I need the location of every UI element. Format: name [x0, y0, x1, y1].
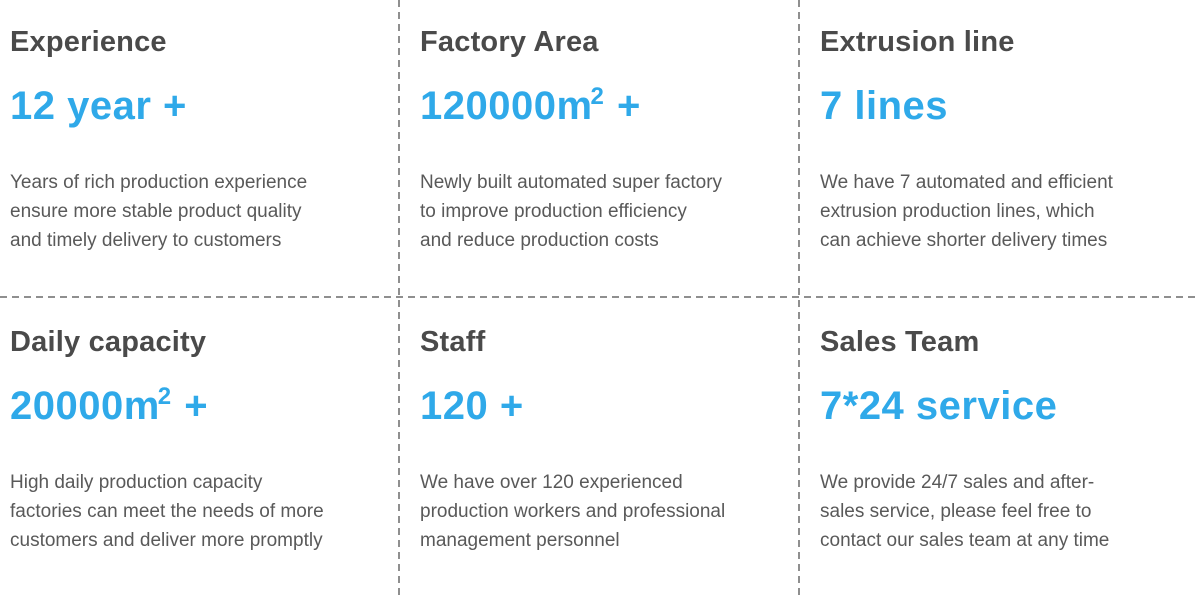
- stat-value-main: 12 year +: [10, 84, 187, 128]
- stat-title: Staff: [420, 326, 486, 358]
- stat-card-extrusion-line: Extrusion line 7 lines We have 7 automat…: [800, 0, 1200, 300]
- stat-value-main: 7 lines: [820, 84, 949, 128]
- stat-value: 120000m2 +: [420, 82, 784, 130]
- stat-description: Years of rich production experience ensu…: [10, 168, 384, 255]
- stat-value-suffix: +: [172, 384, 209, 428]
- description-line: Years of rich production experience: [10, 172, 308, 193]
- stat-value: 20000m2 +: [10, 382, 384, 430]
- description-line: management personnel: [420, 530, 620, 551]
- stat-card-sales-team: Sales Team 7*24 service We provide 24/7 …: [800, 300, 1200, 600]
- stat-description: Newly built automated super factory to i…: [420, 168, 784, 255]
- stat-value-superscript: 2: [157, 383, 172, 410]
- stat-description: We have 7 automated and efficient extrus…: [820, 168, 1184, 255]
- description-line: customers and deliver more promptly: [10, 530, 323, 551]
- stat-title: Daily capacity: [10, 326, 207, 358]
- description-line: ensure more stable product quality: [10, 201, 302, 222]
- stat-description: We have over 120 experienced production …: [420, 468, 784, 555]
- stat-card-daily-capacity: Daily capacity 20000m2 + High daily prod…: [0, 300, 400, 600]
- stat-title: Factory Area: [420, 26, 599, 58]
- stat-value: 7 lines: [820, 82, 1184, 130]
- description-line: contact our sales team at any time: [820, 530, 1110, 551]
- description-line: and reduce production costs: [420, 230, 659, 251]
- stat-value-suffix: +: [605, 84, 641, 128]
- stat-value: 7*24 service: [820, 382, 1184, 430]
- stat-title: Experience: [10, 26, 167, 58]
- stat-value-main: 20000m: [10, 384, 160, 428]
- description-line: to improve production efficiency: [420, 201, 687, 222]
- stat-value: 12 year +: [10, 82, 384, 130]
- stat-value-superscript: 2: [590, 83, 605, 110]
- stat-card-experience: Experience 12 year + Years of rich produ…: [0, 0, 400, 300]
- stat-value: 120 +: [420, 382, 784, 430]
- stat-description: We provide 24/7 sales and after- sales s…: [820, 468, 1184, 555]
- stat-card-staff: Staff 120 + We have over 120 experienced…: [400, 300, 800, 600]
- stat-card-factory-area: Factory Area 120000m2 + Newly built auto…: [400, 0, 800, 300]
- description-line: High daily production capacity: [10, 472, 263, 493]
- description-line: We provide 24/7 sales and after-: [820, 472, 1095, 493]
- description-line: Newly built automated super factory: [420, 172, 723, 193]
- stat-description: High daily production capacity factories…: [10, 468, 384, 555]
- stat-value-main: 120 +: [420, 384, 524, 428]
- description-line: extrusion production lines, which: [820, 201, 1095, 222]
- stat-title: Sales Team: [820, 326, 980, 358]
- stat-title: Extrusion line: [820, 26, 1015, 58]
- description-line: production workers and professional: [420, 501, 726, 522]
- stat-value-main: 120000m: [420, 84, 593, 128]
- description-line: sales service, please feel free to: [820, 501, 1092, 522]
- description-line: factories can meet the needs of more: [10, 501, 324, 522]
- description-line: and timely delivery to customers: [10, 230, 282, 251]
- description-line: We have over 120 experienced: [420, 472, 683, 493]
- description-line: can achieve shorter delivery times: [820, 230, 1108, 251]
- stat-value-main: 7*24 service: [820, 384, 1058, 428]
- description-line: We have 7 automated and efficient: [820, 172, 1113, 193]
